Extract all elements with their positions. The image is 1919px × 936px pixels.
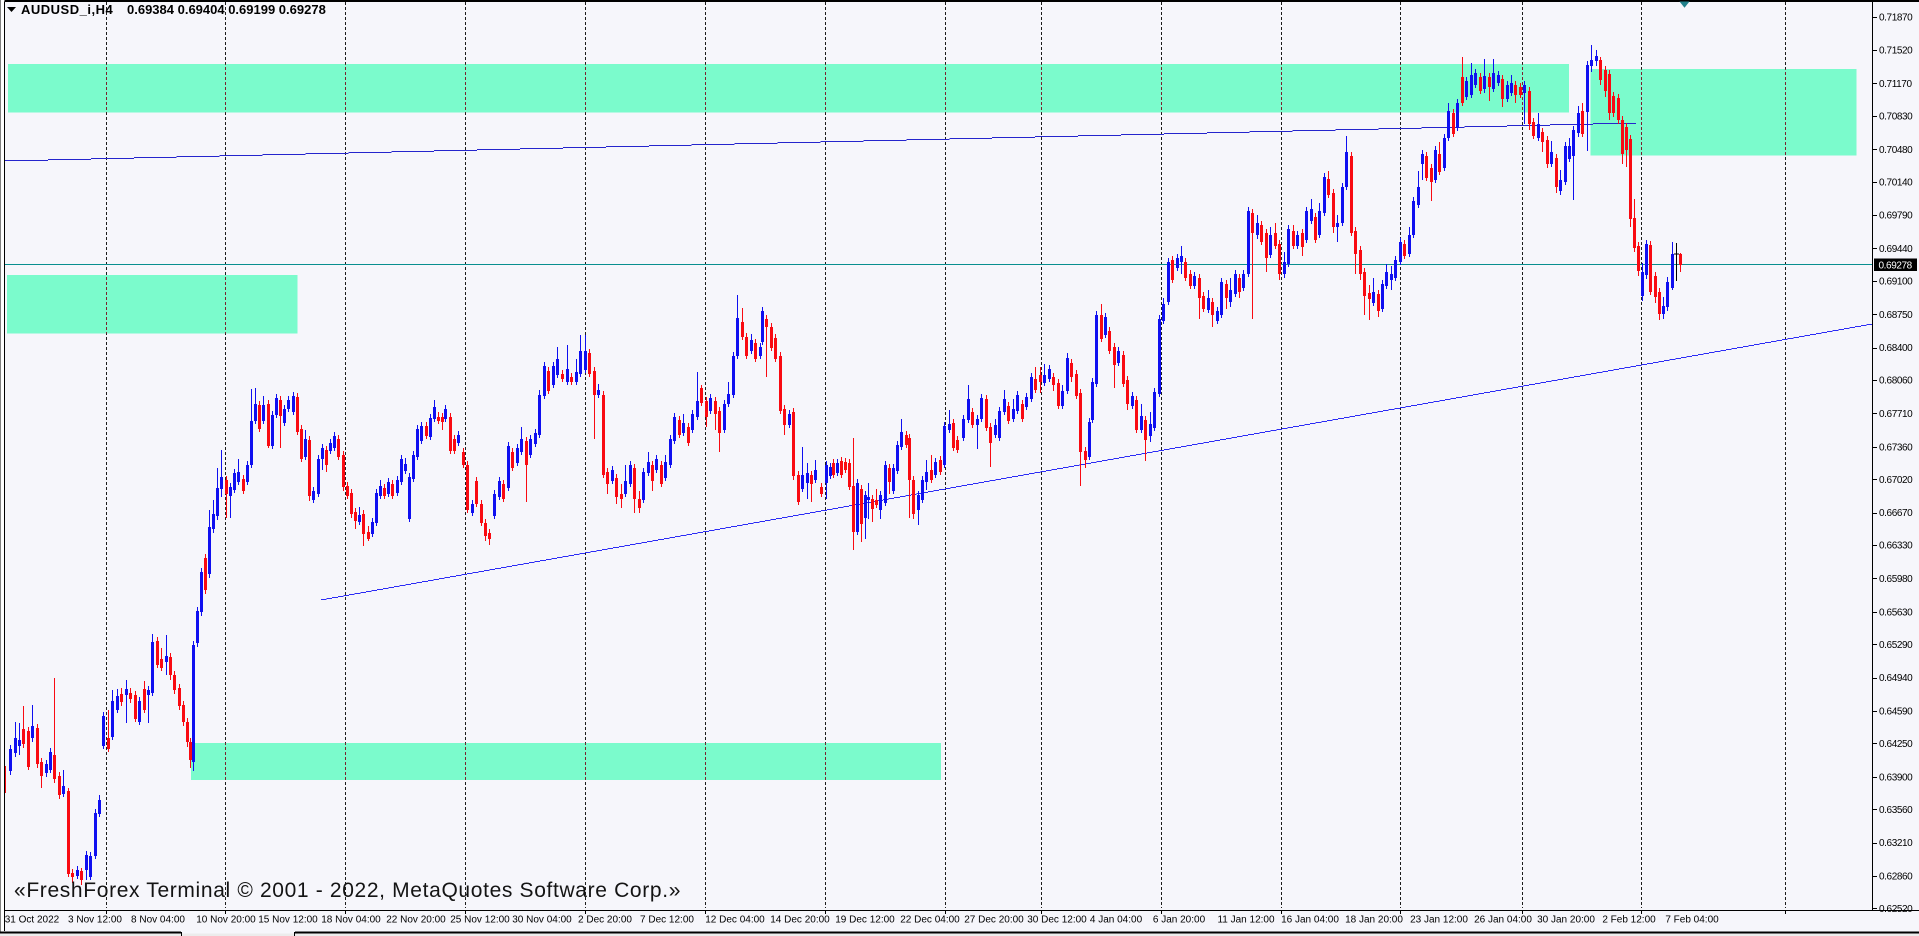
svg-text:0.69790: 0.69790 bbox=[1879, 211, 1913, 222]
svg-text:22 Dec 04:00: 22 Dec 04:00 bbox=[900, 915, 960, 926]
svg-text:4 Jan 04:00: 4 Jan 04:00 bbox=[1090, 915, 1143, 926]
svg-text:0.71520: 0.71520 bbox=[1879, 46, 1913, 57]
svg-text:0.65290: 0.65290 bbox=[1879, 640, 1913, 651]
svg-text:27 Dec 20:00: 27 Dec 20:00 bbox=[964, 915, 1024, 926]
svg-text:0.69100: 0.69100 bbox=[1879, 277, 1913, 288]
svg-text:18 Jan 20:00: 18 Jan 20:00 bbox=[1345, 915, 1403, 926]
svg-text:0.68060: 0.68060 bbox=[1879, 376, 1913, 387]
svg-text:26 Jan 04:00: 26 Jan 04:00 bbox=[1474, 915, 1532, 926]
svg-text:0.68400: 0.68400 bbox=[1879, 343, 1913, 354]
svg-text:15 Nov 12:00: 15 Nov 12:00 bbox=[258, 915, 318, 926]
svg-text:2 Feb 12:00: 2 Feb 12:00 bbox=[1602, 915, 1656, 926]
svg-text:25 Nov 12:00: 25 Nov 12:00 bbox=[450, 915, 510, 926]
svg-text:0.67710: 0.67710 bbox=[1879, 409, 1913, 420]
svg-text:0.67020: 0.67020 bbox=[1879, 475, 1913, 486]
svg-text:30 Jan 20:00: 30 Jan 20:00 bbox=[1537, 915, 1595, 926]
svg-text:11 Jan 12:00: 11 Jan 12:00 bbox=[1217, 915, 1275, 926]
svg-text:0.64250: 0.64250 bbox=[1879, 739, 1913, 750]
svg-text:0.67360: 0.67360 bbox=[1879, 442, 1913, 453]
svg-text:18 Nov 04:00: 18 Nov 04:00 bbox=[321, 915, 381, 926]
svg-text:16 Jan 04:00: 16 Jan 04:00 bbox=[1281, 915, 1339, 926]
svg-text:AUDUSD_i,H4: AUDUSD_i,H4 bbox=[21, 2, 113, 17]
svg-text:22 Nov 20:00: 22 Nov 20:00 bbox=[386, 915, 446, 926]
svg-text:12 Dec 04:00: 12 Dec 04:00 bbox=[705, 915, 765, 926]
svg-text:0.63560: 0.63560 bbox=[1879, 805, 1913, 816]
svg-text:0.63210: 0.63210 bbox=[1879, 838, 1913, 849]
svg-text:6 Jan 20:00: 6 Jan 20:00 bbox=[1153, 915, 1206, 926]
svg-text:0.70830: 0.70830 bbox=[1879, 112, 1913, 123]
svg-text:7 Feb 04:00: 7 Feb 04:00 bbox=[1665, 915, 1719, 926]
svg-text:2 Dec 20:00: 2 Dec 20:00 bbox=[578, 915, 632, 926]
svg-text:0.66670: 0.66670 bbox=[1879, 508, 1913, 519]
svg-text:7 Dec 12:00: 7 Dec 12:00 bbox=[640, 915, 694, 926]
svg-text:0.62860: 0.62860 bbox=[1879, 872, 1913, 883]
svg-text:0.70140: 0.70140 bbox=[1879, 177, 1913, 188]
svg-text:0.66330: 0.66330 bbox=[1879, 541, 1913, 552]
svg-text:0.64590: 0.64590 bbox=[1879, 707, 1913, 718]
svg-text:0.64940: 0.64940 bbox=[1879, 673, 1913, 684]
svg-text:30 Dec 12:00: 30 Dec 12:00 bbox=[1027, 915, 1087, 926]
svg-text:0.68750: 0.68750 bbox=[1879, 310, 1913, 321]
svg-text:0.69440: 0.69440 bbox=[1879, 244, 1913, 255]
svg-text:8 Nov 04:00: 8 Nov 04:00 bbox=[131, 915, 185, 926]
svg-text:19 Dec 12:00: 19 Dec 12:00 bbox=[835, 915, 895, 926]
svg-text:0.69384 0.69404 0.69199 0.6927: 0.69384 0.69404 0.69199 0.69278 bbox=[127, 2, 326, 17]
svg-text:0.71870: 0.71870 bbox=[1879, 12, 1913, 23]
svg-text:0.62520: 0.62520 bbox=[1879, 904, 1913, 915]
svg-text:0.65980: 0.65980 bbox=[1879, 574, 1913, 585]
svg-text:30 Nov 04:00: 30 Nov 04:00 bbox=[512, 915, 572, 926]
svg-text:0.70480: 0.70480 bbox=[1879, 145, 1913, 156]
svg-text:0.65630: 0.65630 bbox=[1879, 607, 1913, 618]
svg-text:3 Nov 12:00: 3 Nov 12:00 bbox=[68, 915, 122, 926]
svg-text:0.71170: 0.71170 bbox=[1879, 79, 1912, 90]
svg-text:31 Oct 2022: 31 Oct 2022 bbox=[5, 915, 60, 926]
svg-text:0.63900: 0.63900 bbox=[1879, 772, 1913, 783]
svg-text:«FreshForex Terminal © 2001 -: «FreshForex Terminal © 2001 - 2022, Meta… bbox=[14, 879, 681, 902]
svg-text:23 Jan 12:00: 23 Jan 12:00 bbox=[1410, 915, 1468, 926]
svg-text:10 Nov 20:00: 10 Nov 20:00 bbox=[196, 915, 256, 926]
svg-text:0.69278: 0.69278 bbox=[1879, 260, 1913, 271]
svg-text:14 Dec 20:00: 14 Dec 20:00 bbox=[770, 915, 830, 926]
